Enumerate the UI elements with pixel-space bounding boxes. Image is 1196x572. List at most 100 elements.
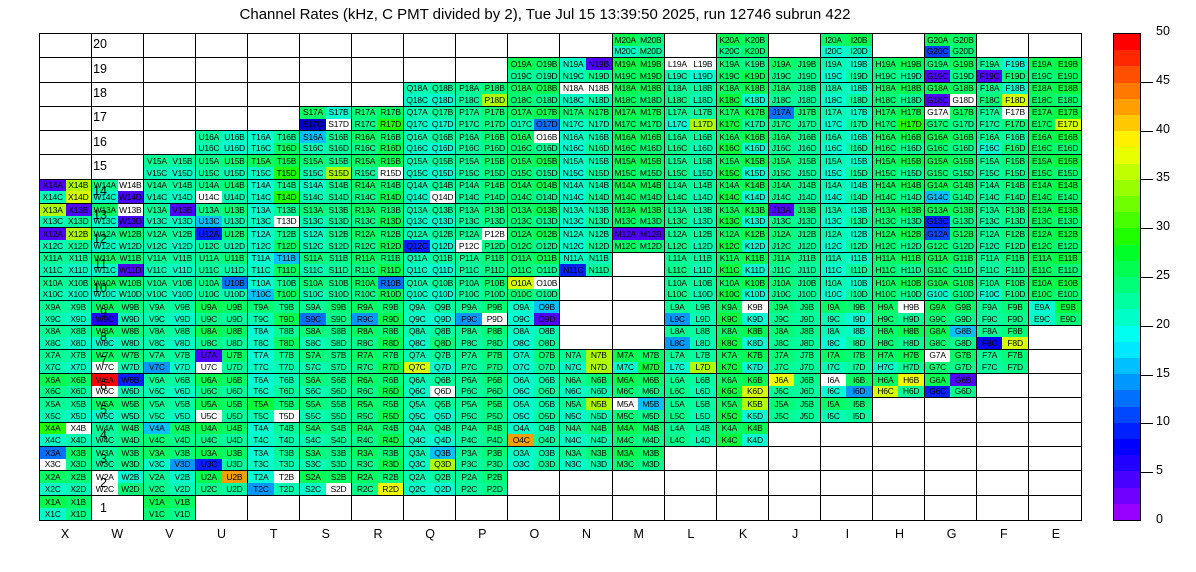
channel-X8B: X8B — [65, 325, 92, 338]
channel-M12D: M12D — [638, 240, 664, 252]
channel-I7C: I7C — [820, 361, 847, 374]
channel-T16B: T16B — [273, 131, 300, 143]
channel-Q17D: Q17D — [429, 118, 456, 131]
y-axis-label-7: 7 — [100, 354, 107, 369]
heatmap-grid: M20A M20B M20C M20D K20A K20B K20C K20D I20A I20B… — [40, 34, 1081, 520]
channel-K14D: K14D — [742, 191, 768, 204]
channel-W4B: W4B — [117, 422, 144, 435]
channel-N3D: N3D — [586, 458, 612, 471]
channel-E16B: E16B — [1054, 131, 1081, 143]
channel-Q8B: Q8B — [429, 325, 456, 338]
heatmap-cell: M17A M17B M17C M17D — [612, 106, 665, 132]
channel-G18A: G18A — [924, 82, 951, 95]
channel-F16C: F16C — [976, 142, 1003, 155]
channel-G15B: G15B — [950, 155, 976, 168]
channel-J12D: J12D — [794, 240, 820, 252]
heatmap-cell — [196, 495, 249, 520]
channel-R9C: R9C — [352, 312, 378, 325]
channel-L18C: L18C — [664, 94, 691, 106]
channel-E11D: E11D — [1054, 264, 1081, 276]
channel-F17C: F17C — [976, 118, 1003, 131]
channel-S14D: S14D — [325, 191, 352, 204]
channel-I6C: I6C — [820, 385, 847, 398]
heatmap-cell: I11A I11B I11C I11D — [820, 252, 873, 277]
heatmap-cell — [976, 398, 1029, 423]
channel-R13B: R13B — [377, 204, 404, 216]
channel-T9A: T9A — [248, 301, 274, 313]
channel-R1C — [352, 508, 378, 520]
channel-E11B: E11B — [1054, 252, 1081, 265]
channel-R3C: R3C — [352, 458, 378, 471]
channel-L20C — [665, 46, 691, 58]
channel-T15A: T15A — [248, 155, 274, 168]
channel-J18B: J18B — [794, 82, 820, 95]
heatmap-cell: U7A U7B U7C U7D — [196, 349, 249, 375]
channel-K13B: K13B — [742, 204, 768, 216]
channel-G9A: G9A — [924, 301, 951, 313]
channel-U4D: U4D — [221, 434, 248, 447]
channel-U9A: U9A — [196, 301, 222, 313]
channel-N18C: N18C — [560, 94, 587, 106]
channel-G13A: G13A — [924, 204, 951, 216]
channel-U8A: U8A — [196, 325, 222, 338]
channel-R7C: R7C — [352, 361, 378, 374]
channel-J4A — [769, 423, 795, 435]
channel-S6D: S6D — [325, 385, 352, 398]
channel-J9D: J9D — [794, 312, 820, 325]
channel-G5C — [925, 410, 951, 422]
colorbar-band-13 — [1114, 244, 1140, 261]
channel-G6D: G6D — [950, 385, 976, 398]
channel-E4B — [1055, 423, 1081, 435]
channel-M14B: M14B — [638, 179, 664, 192]
channel-M6C: M6C — [612, 385, 639, 398]
channel-R18B — [378, 83, 404, 95]
channel-W2D: W2D — [117, 483, 144, 495]
channel-N13C: N13C — [560, 215, 587, 228]
channel-E12D: E12D — [1054, 240, 1081, 252]
colorbar-band-15 — [1114, 277, 1140, 294]
channel-S8A: S8A — [300, 325, 326, 338]
channel-J17C: J17C — [768, 118, 795, 131]
heatmap-cell: X2A X2B X2C X2D — [40, 471, 93, 496]
channel-J9A: J9A — [768, 301, 795, 313]
channel-H10A: H10A — [872, 276, 899, 289]
channel-H15C: H15C — [872, 167, 899, 179]
channel-Q10C: Q10C — [404, 288, 430, 301]
channel-P4C: P4C — [456, 434, 482, 447]
heatmap-cell: M14A M14B M14C M14D — [612, 179, 665, 205]
channel-G17D: G17D — [950, 118, 976, 131]
channel-I14A: I14A — [820, 179, 847, 192]
channel-T16D: T16D — [273, 142, 300, 155]
channel-I5C: I5C — [820, 410, 847, 422]
channel-N4C: N4C — [560, 434, 587, 447]
channel-O7D: O7D — [533, 361, 560, 374]
colorbar-tick — [1141, 179, 1153, 181]
channel-U20D — [222, 46, 248, 58]
channel-I2B — [846, 471, 872, 483]
heatmap-cell: I17A I17B I17C I17D — [820, 106, 873, 132]
y-axis-label-5: 5 — [100, 403, 107, 418]
heatmap-cell: R9A R9B R9C R9D — [352, 301, 405, 326]
heatmap-cell: V5A V5B V5C V5D — [144, 398, 197, 423]
colorbar-band-24 — [1114, 422, 1140, 440]
heatmap-cell: N4A N4B N4C N4D — [560, 422, 613, 448]
heatmap-cell: O18A O18B O18C O18D — [508, 82, 561, 107]
channel-L1A — [665, 496, 691, 508]
channel-V9C: V9C — [144, 312, 170, 325]
channel-J18C: J18C — [768, 94, 795, 106]
channel-S10B: S10B — [325, 276, 352, 289]
channel-G3A — [925, 447, 951, 459]
channel-W6B: W6B — [117, 374, 144, 386]
channel-N16D: N16D — [586, 142, 612, 155]
channel-X6A: X6A — [40, 374, 66, 386]
channel-V11C: V11C — [144, 264, 170, 276]
channel-U7D: U7D — [221, 361, 248, 374]
channel-P12D: P12D — [481, 240, 508, 252]
channel-O17B: O17B — [533, 106, 560, 119]
channel-L19B: L19B — [690, 58, 716, 70]
channel-N8B — [586, 326, 612, 338]
heatmap-cell: V11A V11B V11C V11D — [144, 252, 197, 277]
channel-E7A — [1029, 350, 1055, 362]
channel-K8C: K8C — [716, 337, 743, 349]
channel-T5D: T5D — [273, 410, 300, 422]
